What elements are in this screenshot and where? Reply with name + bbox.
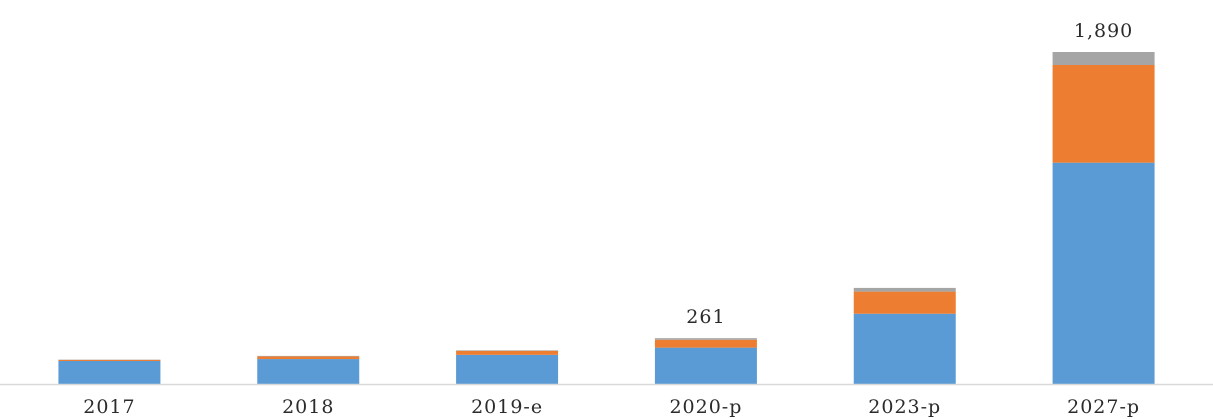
bar-segment-2023-p-0: [853, 313, 956, 384]
bar-segment-2023-p-1: [853, 291, 956, 314]
x-tick-label: 2027-p: [1067, 396, 1140, 418]
bar-segment-2018-0: [257, 359, 360, 384]
x-tick-label: 2018: [282, 396, 334, 418]
x-tick-label: 2019-e: [471, 396, 543, 418]
bar-segment-2019-e-0: [456, 354, 559, 384]
bar-segment-2017-0: [58, 360, 161, 384]
data-labels: 261 1,890: [686, 20, 1133, 328]
bar-segment-2023-p-2: [853, 287, 956, 292]
bar-segment-2019-e-2: [456, 350, 559, 351]
bar-segment-2017-1: [58, 359, 161, 361]
bar-segment-2019-e-1: [456, 350, 559, 355]
x-tick-label: 2023-p: [868, 396, 941, 418]
x-tick-label: 2020-p: [669, 396, 742, 418]
bar-segment-2018-1: [257, 356, 360, 360]
bar-segment-2020-p-2: [654, 338, 757, 340]
bar-group: [58, 52, 1155, 384]
data-label-2020-p: 261: [686, 306, 725, 328]
bar-segment-2020-p-1: [654, 339, 757, 348]
x-tick-label: 2017: [83, 396, 135, 418]
bar-segment-2027-p-1: [1052, 65, 1155, 163]
bar-segment-2018-2: [257, 355, 360, 357]
bar-segment-2027-p-2: [1052, 52, 1155, 65]
bar-segment-2027-p-0: [1052, 162, 1155, 384]
x-tick-labels: 2017 2018 2019-e 2020-p 2023-p 2027-p: [83, 396, 1140, 418]
bar-segment-2020-p-0: [654, 347, 757, 384]
data-label-2027-p: 1,890: [1074, 20, 1133, 42]
